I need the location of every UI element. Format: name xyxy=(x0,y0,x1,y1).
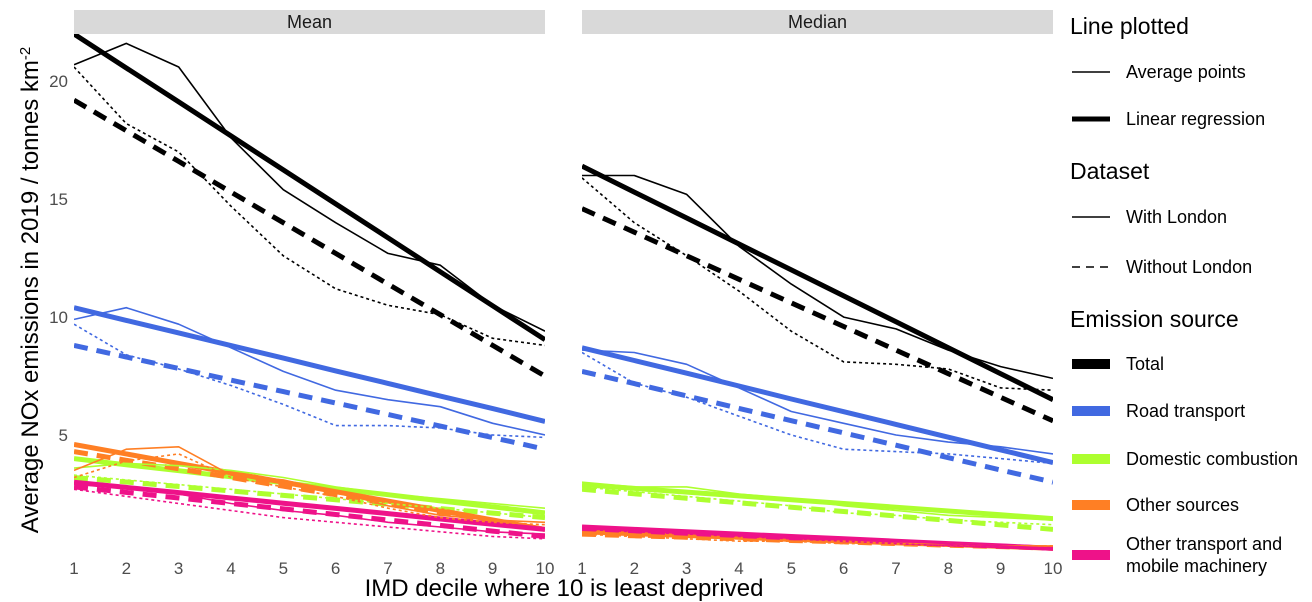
series-other-transport-and-mobile-machinery-without-london-points xyxy=(74,488,545,540)
y-tick-label: 20 xyxy=(49,72,68,91)
y-tick-label: 5 xyxy=(59,426,68,445)
series-other-sources-with-london-points xyxy=(74,445,545,524)
x-tick-label: 6 xyxy=(839,559,848,578)
panel-median: Median 1 2 3 4 5 6 7 8 9 10 xyxy=(577,10,1062,578)
series-road-transport-with-london-points xyxy=(74,306,545,436)
x-tick-label: 3 xyxy=(174,559,183,578)
x-tick-label: 6 xyxy=(331,559,340,578)
panel-mean: Mean 5 10 15 20 1 2 3 4 5 6 7 8 9 10 xyxy=(49,10,554,578)
series-total-without-london-regression xyxy=(74,97,545,379)
x-tick-label: 7 xyxy=(891,559,900,578)
series-total-with-london-points xyxy=(74,42,545,332)
x-tick-label: 3 xyxy=(682,559,691,578)
x-tick-label: 8 xyxy=(436,559,445,578)
legend-title: Line plotted xyxy=(1070,13,1189,39)
series-total-with-london-regression xyxy=(582,163,1053,402)
series-other-transport-and-mobile-machinery-with-london-points xyxy=(74,483,545,535)
series-road-transport-without-london-regression xyxy=(582,368,1053,485)
series-domestic-combustion-without-london-regression xyxy=(74,475,545,521)
x-tick-label: 8 xyxy=(944,559,953,578)
legend-label: Other sources xyxy=(1126,495,1239,515)
y-axis-title-superscript: -2 xyxy=(17,47,34,60)
x-tick-label: 9 xyxy=(996,559,1005,578)
legend-label: With London xyxy=(1126,207,1227,227)
legend-item-without-london: Without London xyxy=(1072,257,1252,277)
series-total-with-london-points xyxy=(582,174,1053,380)
legend-label: Other transport and mobile machinery xyxy=(1126,534,1282,576)
legend-item-average-points: Average points xyxy=(1072,62,1246,82)
series-domestic-combustion-without-london-points xyxy=(74,474,545,519)
x-tick-label: 10 xyxy=(1044,559,1063,578)
series-road-transport-with-london-regression xyxy=(582,345,1053,466)
series-other-transport-and-mobile-machinery-without-london-regression xyxy=(74,484,545,539)
series-road-transport-without-london-points xyxy=(74,323,545,439)
legend-label: Average points xyxy=(1126,62,1246,82)
series-lines xyxy=(74,34,545,540)
y-axis-title-main: Average NOx emissions in 2019 / tonnes k… xyxy=(17,60,44,533)
legend-label: Total xyxy=(1126,354,1164,374)
y-tick-label: 10 xyxy=(49,308,68,327)
series-total-without-london-points xyxy=(582,177,1053,391)
x-tick-label: 4 xyxy=(734,559,743,578)
series-lines xyxy=(582,163,1053,551)
x-tick-label: 7 xyxy=(383,559,392,578)
legend-item-domestic-combustion: Domestic combustion xyxy=(1072,449,1298,469)
legend-item-other-transport-and-mobile-machinery: Other transport and mobile machinery xyxy=(1072,534,1282,576)
legend-item-other-sources: Other sources xyxy=(1072,495,1239,515)
series-road-transport-with-london-points xyxy=(582,349,1053,455)
x-axis-title: IMD decile where 10 is least deprived xyxy=(365,575,764,602)
series-other-transport-and-mobile-machinery-with-london-points xyxy=(582,526,1053,550)
series-other-sources-without-london-points xyxy=(74,453,545,526)
series-road-transport-without-london-points xyxy=(582,351,1053,465)
chart-panels: Mean 5 10 15 20 1 2 3 4 5 6 7 8 9 10 Median 1 2 3 4 5 6 7 8 9 10 xyxy=(49,10,1062,578)
strip-background xyxy=(582,10,1053,34)
series-total-with-london-regression xyxy=(74,34,545,342)
x-tick-label: 5 xyxy=(279,559,288,578)
x-tick-label: 5 xyxy=(787,559,796,578)
x-tick-label: 1 xyxy=(577,559,586,578)
chart-legend: Line plotted Average points Linear regress… xyxy=(1070,13,1298,576)
legend-label: Without London xyxy=(1126,257,1252,277)
legend-group-dataset: Dataset With London Without London xyxy=(1070,158,1252,277)
legend-title: Emission source xyxy=(1070,306,1239,332)
x-tick-label: 1 xyxy=(69,559,78,578)
y-tick-label: 15 xyxy=(49,190,68,209)
series-total-without-london-regression xyxy=(582,206,1053,424)
legend-item-road-transport: Road transport xyxy=(1072,401,1245,421)
legend-item-linear-regression: Linear regression xyxy=(1072,109,1265,129)
legend-label: Domestic combustion xyxy=(1126,449,1298,469)
strip-label: Mean xyxy=(287,12,332,32)
strip-label: Median xyxy=(788,12,847,32)
series-other-transport-and-mobile-machinery-without-london-points xyxy=(582,528,1053,550)
series-domestic-combustion-with-london-points xyxy=(582,481,1053,521)
legend-title: Dataset xyxy=(1070,158,1150,184)
legend-group-emission-source: Emission source Total Road transport Domest… xyxy=(1070,306,1298,576)
series-domestic-combustion-without-london-points xyxy=(582,486,1053,526)
x-tick-label: 4 xyxy=(226,559,235,578)
strip-background xyxy=(74,10,545,34)
y-axis-title: Average NOx emissions in 2019 / tonnes k… xyxy=(17,47,45,533)
x-tick-label: 2 xyxy=(122,559,131,578)
x-tick-label: 2 xyxy=(630,559,639,578)
legend-group-line-plotted: Line plotted Average points Linear regress… xyxy=(1070,13,1265,129)
x-tick-label: 9 xyxy=(488,559,497,578)
series-domestic-combustion-with-london-points xyxy=(74,462,545,509)
legend-label: Linear regression xyxy=(1126,109,1265,129)
series-total-without-london-points xyxy=(74,66,545,347)
series-road-transport-with-london-regression xyxy=(74,305,545,424)
legend-label: Road transport xyxy=(1126,401,1245,421)
legend-item-total: Total xyxy=(1072,354,1164,374)
series-road-transport-without-london-regression xyxy=(74,342,545,452)
legend-item-with-london: With London xyxy=(1072,207,1227,227)
x-tick-label: 10 xyxy=(536,559,555,578)
